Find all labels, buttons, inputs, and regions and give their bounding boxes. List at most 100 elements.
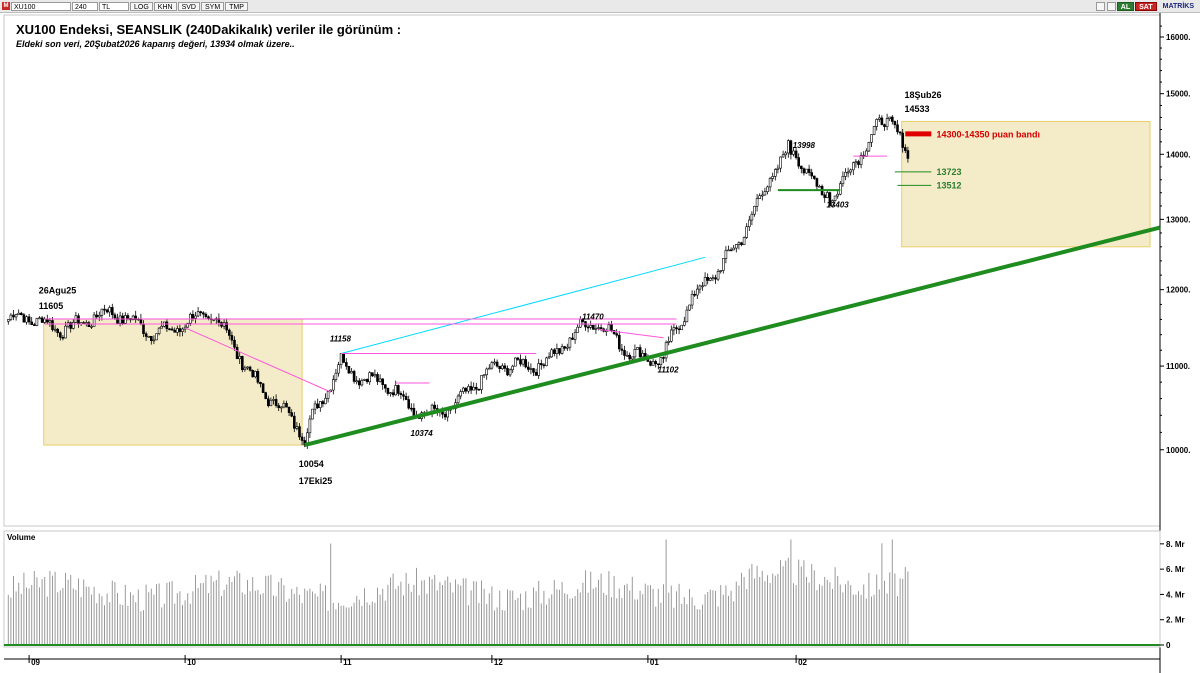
candle-body — [636, 347, 639, 350]
candle-body — [763, 191, 767, 196]
candle-body — [688, 304, 691, 311]
trendline-pink-decline — [598, 328, 664, 339]
color-option-icon[interactable] — [1106, 1, 1116, 11]
candle-body — [77, 315, 80, 325]
candle-body — [545, 357, 548, 367]
candle-body — [563, 346, 567, 349]
annotation-label: 14533 — [905, 104, 930, 114]
candle-body — [526, 366, 530, 370]
candle-body — [669, 329, 673, 342]
svd-button[interactable]: SVD — [177, 1, 200, 11]
trendline-pink-diagonal — [184, 327, 331, 393]
window-option-icon[interactable] — [1095, 1, 1105, 11]
candle-body — [474, 386, 478, 390]
candle-body — [370, 372, 374, 377]
candle-body — [552, 349, 556, 354]
candle-body — [784, 152, 788, 156]
candle-body — [480, 375, 483, 390]
candle-body — [469, 386, 473, 391]
candle-body — [487, 367, 491, 370]
annotation-label: 11102 — [658, 365, 680, 374]
candle-body — [677, 328, 681, 331]
price-axis-label: 10000. — [1166, 446, 1190, 455]
buy-button[interactable]: AL — [1116, 1, 1135, 11]
candle-body — [243, 367, 247, 371]
candle-body — [404, 395, 408, 400]
candle-body — [202, 312, 205, 315]
candle-body — [199, 311, 202, 314]
candle-body — [386, 387, 390, 394]
candle-body — [586, 326, 590, 329]
candle-body — [680, 324, 684, 330]
log-button[interactable]: LOG — [130, 1, 153, 11]
candle-body — [568, 337, 572, 348]
candle-body — [321, 401, 325, 405]
candle-body — [521, 359, 525, 365]
candle-body — [534, 372, 538, 376]
khn-button[interactable]: KHN — [153, 1, 177, 11]
candle-body — [903, 147, 907, 151]
sell-button[interactable]: SAT — [1135, 1, 1157, 11]
candle-body — [14, 314, 18, 318]
candle-body — [274, 399, 278, 406]
candle-body — [191, 313, 195, 319]
candle-body — [134, 315, 137, 320]
volume-pane-frame — [3, 530, 1161, 648]
symbol-field[interactable]: XU100 — [11, 1, 71, 11]
candle-body — [550, 349, 554, 358]
candle-body — [43, 318, 47, 323]
candle-body — [831, 200, 834, 206]
candle-body — [812, 175, 816, 179]
period-field[interactable]: 240 — [72, 1, 98, 11]
price-axis-label: 12000. — [1166, 286, 1190, 295]
price-axis-label: 14000. — [1166, 150, 1190, 159]
candle-body — [560, 346, 564, 354]
candle-body — [591, 324, 595, 330]
candle-body — [186, 322, 189, 328]
candle-body — [477, 388, 481, 391]
candle-body — [105, 309, 109, 313]
candle-body — [25, 316, 28, 323]
candle-body — [256, 371, 260, 383]
candle-body — [298, 426, 301, 438]
annotation-label: 10374 — [411, 429, 434, 438]
tmp-button[interactable]: TMP — [225, 1, 248, 11]
candle-body — [768, 178, 772, 188]
currency-field[interactable]: TL — [99, 1, 129, 11]
candle-body — [727, 249, 730, 252]
candle-body — [807, 168, 811, 173]
candle-body — [495, 361, 499, 367]
candle-body — [838, 183, 842, 195]
candle-body — [482, 374, 486, 377]
annotation-label: 18Şub26 — [905, 90, 942, 100]
candle-body — [337, 364, 340, 374]
candle-body — [264, 392, 268, 400]
candle-body — [859, 154, 863, 165]
candle-body — [173, 329, 176, 333]
candle-body — [844, 172, 847, 177]
candle-body — [701, 285, 704, 288]
candle-body — [51, 320, 54, 331]
candle-body — [331, 379, 335, 391]
candle-body — [95, 314, 98, 318]
candle-body — [797, 157, 801, 167]
candle-body — [266, 398, 270, 407]
candle-body — [241, 356, 244, 371]
candle-body — [719, 270, 723, 272]
candle-body — [269, 399, 273, 407]
sym-button[interactable]: SYM — [200, 1, 225, 11]
candle-body — [407, 399, 411, 409]
candle-body — [9, 314, 13, 320]
candle-body — [352, 371, 356, 382]
candle-body — [818, 185, 821, 188]
candle-body — [516, 357, 520, 360]
chart-title: XU100 Endeksi, SEANSLIK (240Dakikalık) v… — [16, 22, 402, 37]
candle-body — [311, 408, 314, 420]
candle-body — [12, 314, 15, 318]
candle-body — [578, 319, 582, 328]
candle-body — [503, 365, 507, 369]
time-axis-label: 12 — [494, 658, 503, 667]
candle-body — [773, 169, 777, 177]
candle-body — [157, 327, 161, 334]
candle-body — [706, 277, 710, 281]
